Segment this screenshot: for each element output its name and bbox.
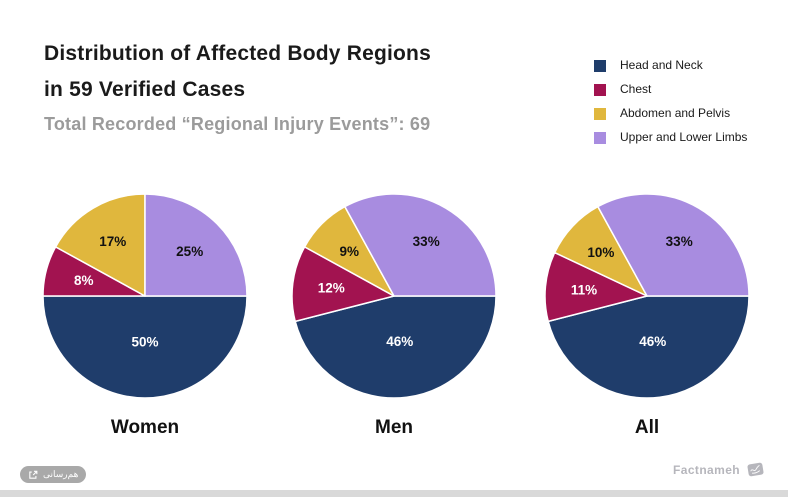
pie-slice-value-label: 11%	[571, 283, 597, 298]
pie-slice-all-chest	[544, 251, 648, 323]
pie-chart-women: 50% 8% 17% 25% Women	[42, 193, 248, 438]
pie-slice-value-label: 33%	[413, 234, 440, 249]
pie-chart-all: 46% 11% 10% 33% All	[544, 193, 750, 438]
pie-slice-value-label: 25%	[176, 244, 203, 259]
pie-group-label: Women	[110, 417, 180, 438]
legend-label: Abdomen and Pelvis	[620, 106, 731, 120]
pie-slice-all-head-and-neck	[547, 295, 750, 399]
share-button-label: هم‌رسانی	[43, 469, 79, 479]
pie-group-label: All	[634, 417, 660, 438]
legend-swatch	[594, 107, 606, 120]
page-subtitle: Total Recorded “Regional Injury Events”:…	[44, 114, 431, 134]
pie-slice-value-label: 12%	[318, 281, 345, 296]
pie-slice-value-label: 9%	[340, 244, 360, 259]
legend-swatch	[594, 131, 606, 144]
pie-slice-men-upper-and-lower-limbs	[344, 193, 497, 297]
legend-item: Abdomen and Pelvis	[594, 107, 747, 120]
pie-slice-women-abdomen-and-pelvis	[54, 193, 146, 297]
pie-slice-value-label: 33%	[666, 234, 693, 249]
pie-slice-women-head-and-neck	[42, 295, 248, 399]
pie-slice-women-upper-and-lower-limbs	[144, 193, 248, 297]
pie-slice-value-label: 10%	[587, 245, 614, 260]
legend-item: Upper and Lower Limbs	[594, 131, 747, 144]
brand-name: Factnameh	[673, 462, 740, 477]
brand: Factnameh	[673, 461, 765, 478]
pie-slice-value-label: 17%	[99, 234, 126, 249]
legend-swatch	[594, 59, 606, 72]
legend: Head and Neck Chest Abdomen and Pelvis Uppe…	[594, 59, 747, 155]
header: Distribution of Affected Body Regions in…	[44, 36, 431, 137]
legend-item: Head and Neck	[594, 59, 747, 72]
page-title-line2: in 59 Verified Cases	[44, 78, 246, 101]
legend-swatch	[594, 83, 606, 96]
legend-item: Chest	[594, 83, 747, 96]
factnameh-logo-icon	[746, 461, 765, 478]
pie-slice-value-label: 46%	[639, 334, 666, 349]
pie-slice-all-upper-and-lower-limbs	[597, 193, 750, 297]
legend-label: Head and Neck	[620, 58, 703, 72]
legend-label: Upper and Lower Limbs	[620, 130, 748, 144]
legend-label: Chest	[620, 82, 652, 96]
footer-bar	[0, 490, 788, 497]
pie-slice-value-label: 8%	[74, 273, 94, 288]
pie-slice-value-label: 46%	[386, 334, 413, 349]
pie-slice-men-head-and-neck	[294, 295, 497, 399]
pie-chart-men: 46% 12% 9% 33% Men	[291, 193, 497, 438]
page-title-line1: Distribution of Affected Body Regions	[44, 42, 431, 65]
pie-slice-value-label: 50%	[131, 334, 158, 349]
pie-group-label: Men	[375, 417, 413, 438]
share-icon	[28, 470, 38, 480]
share-button[interactable]: هم‌رسانی	[20, 466, 87, 483]
pie-slice-men-chest	[291, 246, 395, 323]
